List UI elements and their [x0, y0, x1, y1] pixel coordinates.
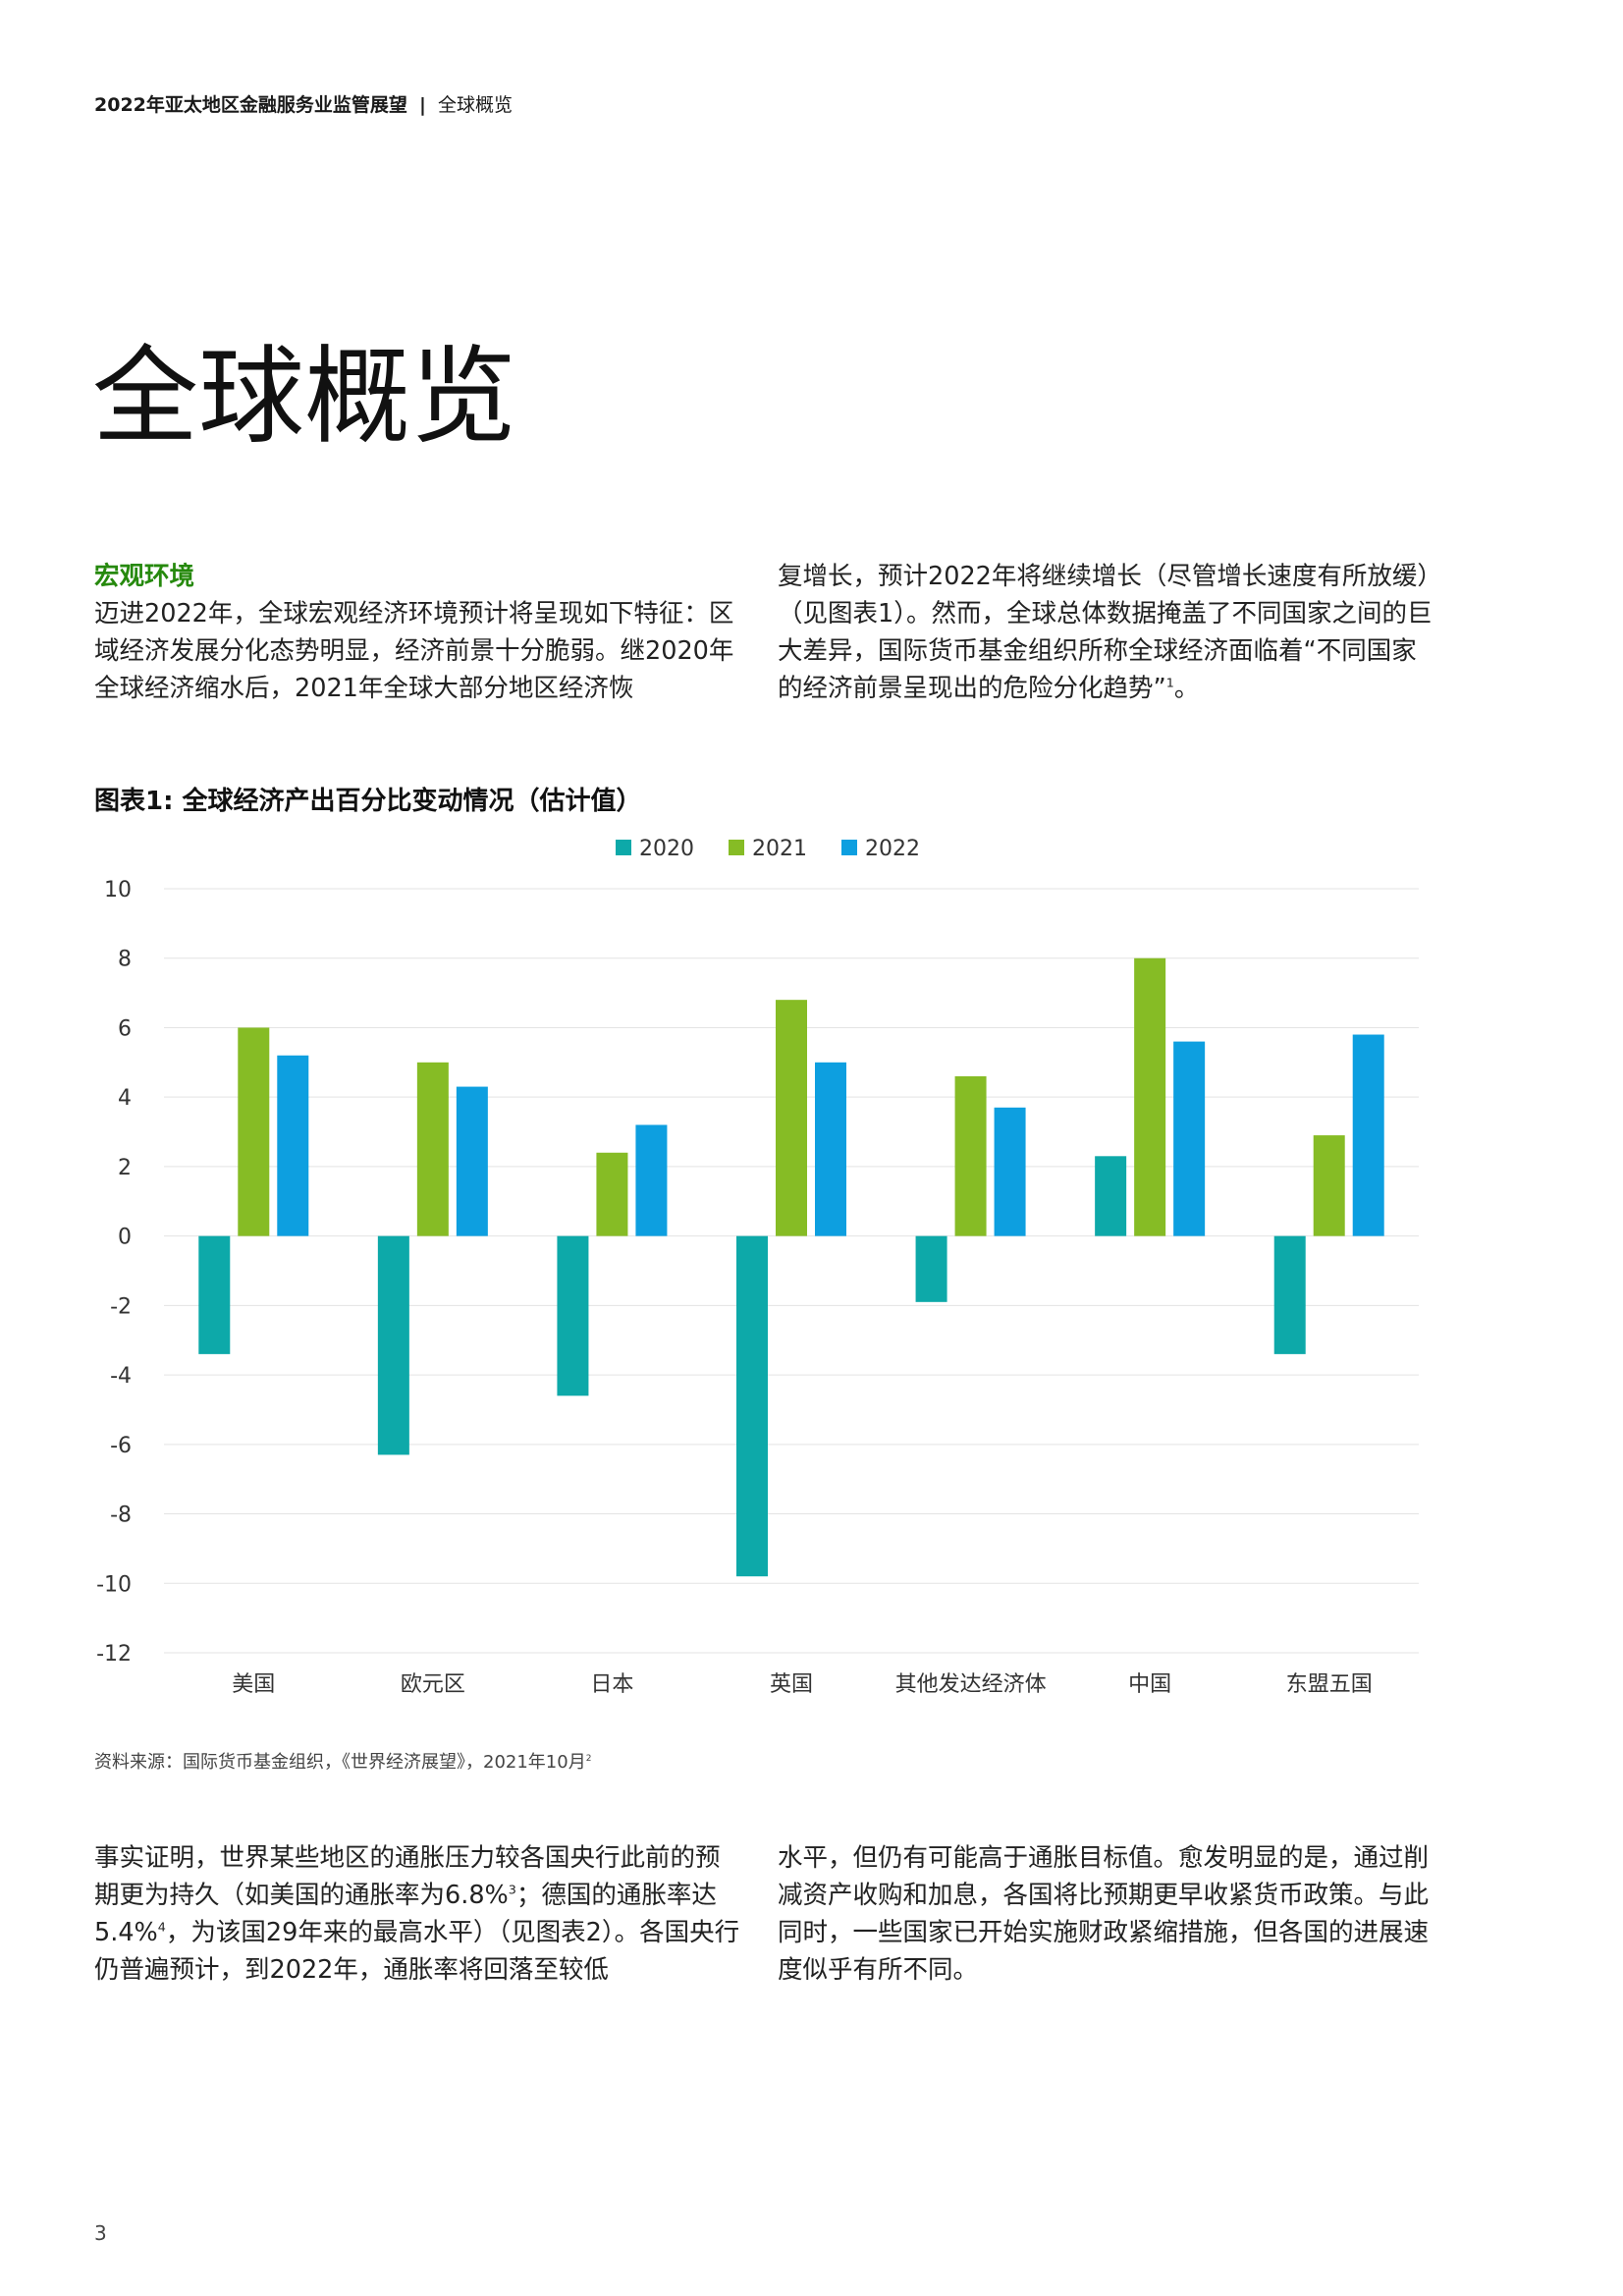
x-axis-labels: 美国 欧元区 日本 英国 其他发达经济体 中国 东盟五国 — [232, 1672, 1372, 1697]
x-tick-label: 其他发达经济体 — [895, 1672, 1047, 1697]
section-name: 全球概览 — [437, 94, 513, 116]
legend-swatch-2021 — [729, 840, 744, 855]
y-tick-label: 4 — [118, 1086, 132, 1111]
page-title: 全球概览 — [92, 336, 517, 459]
y-tick-label: 6 — [118, 1016, 132, 1041]
y-tick-label: -2 — [110, 1294, 132, 1319]
y-tick-label: -8 — [110, 1503, 132, 1528]
bar-chart: 10 8 6 4 2 0 -2 -4 -6 -8 -10 -12 美国 欧元区 日本 英国 其他发达经济体 中国… — [96, 837, 1419, 1697]
bar-2022 — [815, 1062, 846, 1236]
bar-2020 — [736, 1235, 768, 1577]
report-title: 2022年亚太地区金融服务业监管展望 — [94, 94, 407, 116]
x-tick-label: 英国 — [770, 1672, 813, 1697]
intro-text-end: 。 — [1173, 674, 1200, 703]
page-number: 3 — [94, 2221, 107, 2245]
bars — [198, 957, 1384, 1577]
grid-lines — [164, 888, 1419, 1654]
source-text: 资料来源：国际货币基金组织，《世界经济展望》，2021年10月 — [94, 1752, 586, 1773]
figure-title: 图表1: 全球经济产出百分比变动情况（估计值） — [94, 787, 642, 816]
bar-2021 — [238, 1027, 270, 1236]
body-text-2: ；德国的通胀率达5.4% — [94, 1881, 717, 1947]
x-tick-label: 日本 — [590, 1672, 633, 1697]
legend-label: 2022 — [865, 837, 920, 861]
bar-2020 — [1273, 1235, 1306, 1354]
body-left-column: 事实证明，世界某些地区的通胀压力较各国央行此前的预期更为持久（如美国的通胀率为6… — [94, 1839, 742, 1989]
footnote-ref-1[interactable]: 1 — [1165, 676, 1174, 691]
y-tick-label: -4 — [110, 1364, 132, 1389]
bar-2021 — [416, 1062, 449, 1236]
y-tick-label: -12 — [96, 1642, 132, 1667]
intro-paragraph-right: 复增长，预计2022年将继续增长（尽管增长速度有所放缓）（见图表1）。然而，全球… — [778, 558, 1435, 707]
bar-2021 — [596, 1152, 628, 1236]
section-heading: 宏观环境 — [94, 562, 195, 591]
y-tick-label: 8 — [118, 948, 132, 972]
bar-2022 — [635, 1124, 668, 1236]
y-tick-label: 10 — [104, 878, 132, 902]
body-paragraph-left: 事实证明，世界某些地区的通胀压力较各国央行此前的预期更为持久（如美国的通胀率为6… — [94, 1839, 742, 1989]
y-tick-label: -10 — [96, 1572, 132, 1597]
legend-label: 2021 — [752, 837, 807, 861]
bar-2022 — [456, 1086, 488, 1236]
bar-2022 — [1352, 1034, 1384, 1236]
legend-swatch-2020 — [616, 840, 631, 855]
intro-right-column: 复增长，预计2022年将继续增长（尽管增长速度有所放缓）（见图表1）。然而，全球… — [778, 558, 1435, 707]
x-tick-label: 中国 — [1128, 1672, 1171, 1697]
bar-2021 — [954, 1075, 987, 1236]
bar-2021 — [1134, 957, 1166, 1236]
footnote-ref-3[interactable]: 3 — [508, 1883, 516, 1898]
bar-2021 — [1313, 1135, 1345, 1236]
footnote-ref-4[interactable]: 4 — [157, 1920, 166, 1936]
running-header: 2022年亚太地区金融服务业监管展望 | 全球概览 — [94, 90, 513, 117]
bar-2020 — [1095, 1156, 1127, 1236]
intro-paragraph-left: 迈进2022年，全球宏观经济环境预计将呈现如下特征：区域经济发展分化态势明显，经… — [94, 599, 734, 703]
y-axis-ticks: 10 8 6 4 2 0 -2 -4 -6 -8 -10 -12 — [96, 878, 132, 1667]
bar-2020 — [198, 1235, 231, 1354]
x-tick-label: 东盟五国 — [1286, 1672, 1373, 1697]
x-tick-label: 美国 — [232, 1672, 275, 1697]
y-tick-label: 2 — [118, 1156, 132, 1180]
y-tick-label: 0 — [118, 1226, 132, 1250]
legend-label: 2020 — [639, 837, 694, 861]
body-right-column: 水平，但仍有可能高于通胀目标值。愈发明显的是，通过削减资产收购和加息，各国将比预… — [778, 1839, 1435, 1989]
bar-2020 — [377, 1235, 409, 1455]
body-text-3: ，为该国29年来的最高水平）（见图表2）。各国央行仍普遍预计，到2022年，通胀… — [94, 1918, 740, 1985]
body-text-1: 事实证明，世界某些地区的通胀压力较各国央行此前的预期更为持久（如美国的通胀率为6… — [94, 1843, 721, 1910]
bar-2021 — [776, 1000, 807, 1236]
bar-2020 — [915, 1235, 947, 1302]
figure-source: 资料来源：国际货币基金组织，《世界经济展望》，2021年10月2 — [94, 1748, 591, 1774]
body-paragraph-right: 水平，但仍有可能高于通胀目标值。愈发明显的是，通过削减资产收购和加息，各国将比预… — [778, 1843, 1430, 1985]
bar-2020 — [557, 1235, 589, 1396]
intro-left-column: 宏观环境 迈进2022年，全球宏观经济环境预计将呈现如下特征：区域经济发展分化态… — [94, 558, 742, 707]
bar-2022 — [277, 1055, 309, 1236]
intro-text-right: 复增长，预计2022年将继续增长（尽管增长速度有所放缓）（见图表1）。然而，全球… — [778, 562, 1433, 703]
bar-2022 — [1173, 1041, 1206, 1236]
header-separator: | — [418, 94, 426, 116]
x-tick-label: 欧元区 — [401, 1672, 465, 1697]
bar-2022 — [994, 1107, 1026, 1236]
legend: 2020 2021 2022 — [616, 837, 920, 861]
y-tick-label: -6 — [110, 1434, 132, 1458]
footnote-ref-2[interactable]: 2 — [585, 1754, 592, 1764]
legend-swatch-2022 — [841, 840, 857, 855]
